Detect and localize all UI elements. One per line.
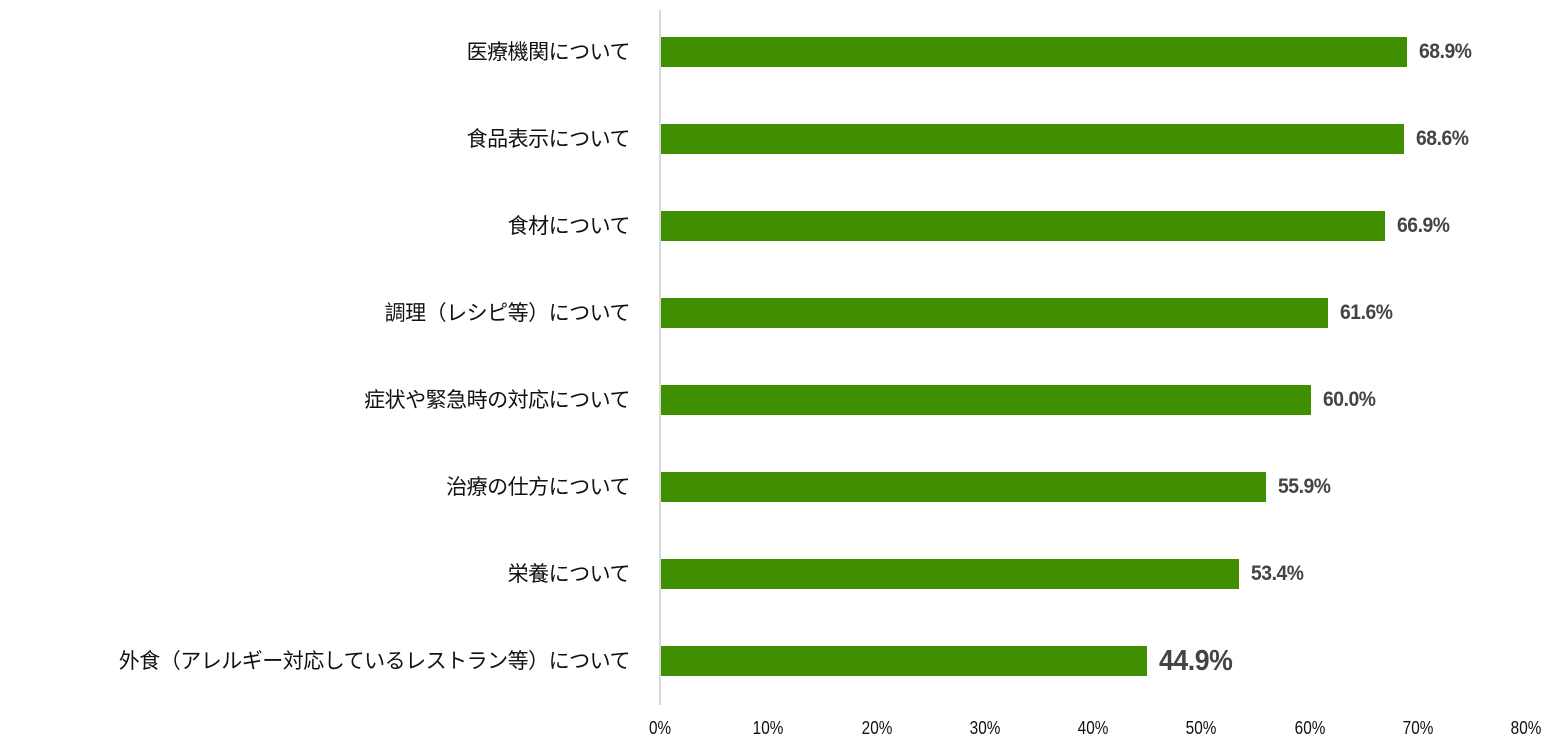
value-label: 61.6% xyxy=(1339,301,1393,324)
category-label: 医療機関について xyxy=(466,40,631,64)
bar xyxy=(661,37,1407,67)
x-tick-label: 20% xyxy=(861,718,892,738)
value-label: 53.4% xyxy=(1251,562,1304,585)
x-tick-label: 80% xyxy=(1510,718,1542,738)
value-label: 66.9% xyxy=(1397,214,1450,237)
bar-row: 医療機関について 68.9% xyxy=(0,37,1552,67)
x-tick-label: 30% xyxy=(969,718,1001,738)
bar xyxy=(661,211,1386,241)
x-tick-label: 40% xyxy=(1077,718,1109,738)
bar xyxy=(661,124,1404,154)
value-label: 44.9% xyxy=(1159,645,1233,677)
category-axis-line xyxy=(659,10,661,705)
x-tick-label: 70% xyxy=(1402,718,1434,738)
category-label: 栄養について xyxy=(507,562,631,586)
value-label: 55.9% xyxy=(1278,475,1331,498)
category-label: 症状や緊急時の対応について xyxy=(364,388,630,412)
bar-row: 栄養について 53.4% xyxy=(0,559,1552,589)
value-label: 68.6% xyxy=(1415,127,1469,150)
bar-row: 症状や緊急時の対応について 60.0% xyxy=(0,385,1552,415)
category-label: 食品表示について xyxy=(466,127,631,151)
value-label: 60.0% xyxy=(1322,388,1376,411)
category-label: 食材について xyxy=(507,214,631,238)
value-label: 68.9% xyxy=(1418,40,1472,63)
bar xyxy=(661,298,1328,328)
bar xyxy=(661,472,1267,502)
bar xyxy=(661,385,1311,415)
x-tick-label: 50% xyxy=(1185,718,1217,738)
bar xyxy=(661,646,1148,676)
x-tick-label: 60% xyxy=(1294,718,1325,738)
category-label: 調理（レシピ等）について xyxy=(384,301,631,325)
bar xyxy=(661,559,1240,589)
category-label: 治療の仕方について xyxy=(446,475,630,499)
category-label: 外食（アレルギー対応しているレストラン等）について xyxy=(118,649,631,673)
x-tick-label: 10% xyxy=(752,718,784,738)
bar-row: 外食（アレルギー対応しているレストラン等）について 44.9% xyxy=(0,646,1552,676)
bar-row: 調理（レシピ等）について 61.6% xyxy=(0,298,1552,328)
bar-row: 治療の仕方について 55.9% xyxy=(0,472,1552,502)
bar-row: 食品表示について 68.6% xyxy=(0,124,1552,154)
x-tick-label: 0% xyxy=(648,718,672,738)
bar-row: 食材について 66.9% xyxy=(0,211,1552,241)
